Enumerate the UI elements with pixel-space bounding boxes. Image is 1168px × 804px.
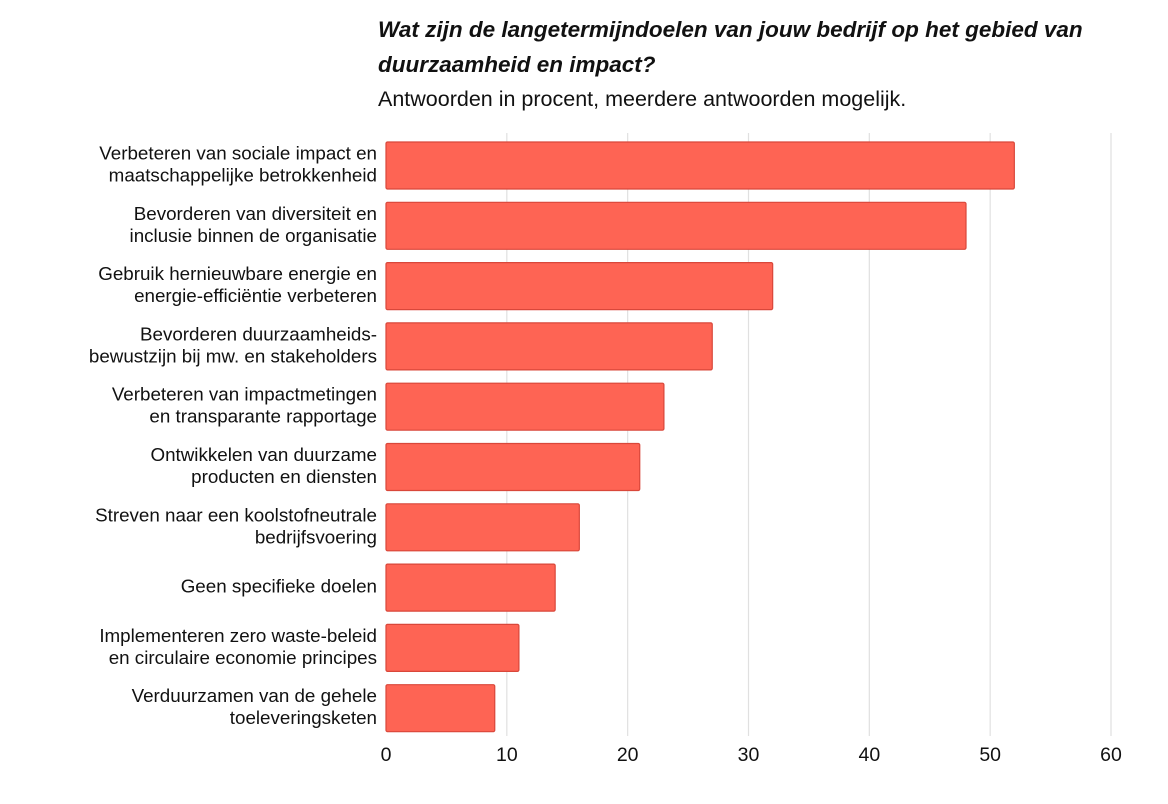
bar (385, 141, 1015, 190)
category-label: maatschappelijke betrokkenheid (109, 164, 377, 185)
category-labels: Verbeteren van sociale impact enmaatscha… (89, 142, 377, 728)
category-label: en circulaire economie principes (109, 647, 377, 668)
category-label: inclusie binnen de organisatie (130, 225, 377, 246)
category-label: Gebruik hernieuwbare energie en (98, 263, 377, 284)
category-label: Geen specifieke doelen (181, 576, 377, 597)
x-axis-tick-labels: 0 10 20 30 40 50 60 (381, 744, 1122, 766)
x-tick-label: 20 (617, 744, 639, 766)
x-tick-label: 0 (381, 744, 392, 766)
category-label: Bevorderen duurzaamheids- (140, 323, 377, 344)
bar (385, 684, 496, 733)
x-tick-label: 50 (979, 744, 1001, 766)
category-label: bewustzijn bij mw. en stakeholders (89, 345, 377, 366)
x-tick-label: 10 (496, 744, 518, 766)
bar (385, 382, 665, 431)
category-label: en transparante rapportage (149, 406, 377, 427)
category-label: energie-efficiëntie verbeteren (134, 285, 377, 306)
category-label: Streven naar een koolstofneutrale (95, 504, 377, 525)
bar (385, 262, 774, 311)
category-label: Verduurzamen van de gehele (132, 685, 377, 706)
x-tick-label: 40 (858, 744, 880, 766)
bar (385, 563, 556, 612)
bar (385, 201, 967, 250)
category-label: Ontwikkelen van duurzame (150, 444, 377, 465)
bar (385, 503, 580, 552)
category-label: Implementeren zero waste-beleid (99, 625, 377, 646)
category-label: Bevorderen van diversiteit en (134, 203, 377, 224)
chart-title: Wat zijn de langetermijndoelen van jouw … (378, 17, 1083, 77)
category-label: bedrijfsvoering (255, 526, 377, 547)
bar (385, 322, 713, 371)
category-label: Verbeteren van impactmetingen (112, 384, 377, 405)
bar (385, 623, 520, 673)
category-label: Verbeteren van sociale impact en (99, 142, 377, 163)
bars (385, 141, 1015, 733)
x-tick-label: 30 (738, 744, 760, 766)
category-label: toeleveringsketen (230, 707, 377, 728)
bar (385, 442, 641, 492)
category-label: producten en diensten (191, 466, 377, 487)
chart-subtitle: Antwoorden in procent, meerdere antwoord… (378, 87, 907, 111)
x-tick-label: 60 (1100, 744, 1122, 766)
